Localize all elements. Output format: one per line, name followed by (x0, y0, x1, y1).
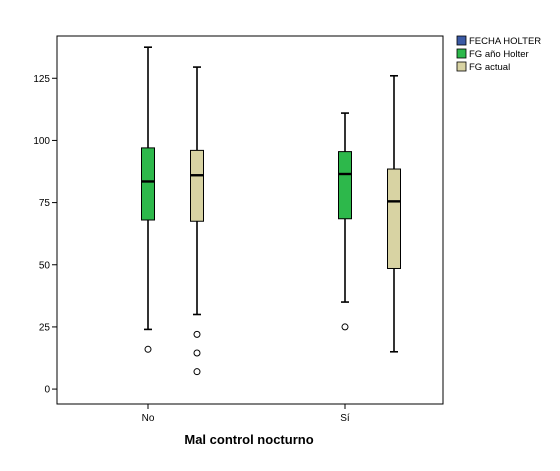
x-axis: No Sí (142, 404, 350, 424)
boxplot-No-2 (190, 66, 204, 376)
boxplot-Sí-2 (387, 74, 401, 353)
y-tick-label: 125 (33, 74, 50, 85)
y-tick-label: 50 (39, 260, 51, 271)
boxplot-Sí-1 (338, 112, 352, 331)
y-axis: 0 25 50 75 100 125 (33, 74, 57, 396)
iqr-box (387, 168, 401, 269)
outlier-point (193, 330, 201, 338)
boxes (141, 46, 401, 376)
iqr-box (338, 151, 352, 220)
x-tick-label: Sí (340, 413, 350, 424)
x-axis-title: Mal control nocturno (184, 432, 313, 447)
outlier-point (193, 349, 201, 357)
outlier-point (193, 368, 201, 376)
y-tick-label: 75 (39, 198, 51, 209)
legend: FECHA HOLTER FG año Holter FG actual (456, 35, 541, 73)
iqr-box (190, 149, 204, 222)
legend-swatch (456, 35, 467, 46)
boxplot-No-1 (141, 46, 155, 353)
legend-label: FECHA HOLTER (469, 36, 541, 47)
outlier-point (341, 323, 349, 331)
legend-swatch (456, 48, 467, 59)
legend-label: FG año Holter (469, 49, 529, 60)
iqr-box (141, 147, 155, 221)
y-tick-label: 100 (33, 136, 50, 147)
legend-swatch (456, 61, 467, 72)
y-tick-label: 25 (39, 322, 51, 333)
legend-label: FG actual (469, 62, 510, 73)
plot-area (56, 35, 444, 405)
outlier-point (144, 345, 152, 353)
y-tick-label: 0 (44, 385, 50, 396)
x-tick-label: No (142, 413, 155, 424)
